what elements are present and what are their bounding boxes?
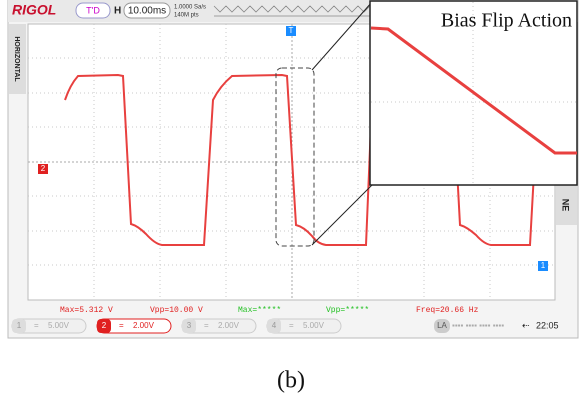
measurement: Vpp=10.00 V: [150, 306, 203, 315]
channel-number: 3: [187, 321, 192, 330]
channel-number: 4: [272, 321, 277, 330]
channel-scale: 5.00V: [48, 321, 70, 330]
sample-rate: 1.0000 Sa/s: [174, 5, 206, 11]
measurement: Max=5.312 V: [60, 306, 113, 315]
caption: (b): [277, 368, 305, 394]
ch2-marker: 2: [41, 164, 46, 173]
inset-title: Bias Flip Action: [441, 10, 572, 32]
memory-depth: 140M pts: [174, 13, 199, 19]
figure: RIGOL T'D H 10.00ms 1.0000 Sa/s 140M pts…: [0, 0, 582, 406]
channel-coupling: =: [289, 321, 294, 330]
right-menu: NE: [561, 199, 571, 212]
measurement: Freq=20.66 Hz: [416, 306, 479, 315]
channel-scale: 5.00V: [303, 321, 325, 330]
channel-number: 1: [17, 321, 22, 330]
brand: RIGOL: [12, 2, 56, 18]
channel-coupling: =: [204, 321, 209, 330]
logic: LA: [437, 321, 447, 330]
channel-coupling: =: [119, 321, 124, 330]
channel-scale: 2.00V: [218, 321, 240, 330]
clock: 22:05: [536, 320, 559, 330]
usb-icon: ⇠: [522, 320, 530, 330]
left-menu: HORIZONTAL: [13, 36, 20, 82]
ch1-marker: 1: [541, 261, 546, 270]
la-channels: ▪▪▪▪ ▪▪▪▪ ▪▪▪▪ ▪▪▪▪: [452, 321, 504, 330]
trigger-state: T'D: [86, 5, 100, 15]
channel-number: 2: [102, 321, 107, 330]
channel-coupling: =: [34, 321, 39, 330]
timebase: 10.00ms: [128, 6, 166, 17]
trigger-marker: T: [289, 26, 294, 35]
timebase-label: H: [114, 6, 121, 17]
measurement: Vpp=*****: [326, 306, 369, 315]
measurement: Max=*****: [238, 306, 281, 315]
channel-scale: 2.00V: [133, 321, 155, 330]
